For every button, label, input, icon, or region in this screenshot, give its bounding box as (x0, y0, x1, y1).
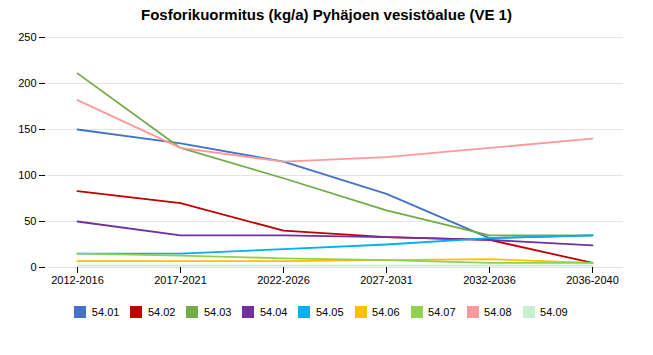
svg-text:2032-2036: 2032-2036 (463, 274, 516, 286)
html-text:54.04: 54.04 (260, 305, 288, 318)
svg-text:2036-2040: 2036-2040 (566, 274, 619, 286)
html-text:54.02: 54.02 (147, 305, 176, 318)
html-text:54.08: 54.08 (484, 305, 512, 318)
html-text:54.05: 54.05 (316, 305, 344, 318)
svg-text:50: 50 (24, 215, 36, 227)
svg-text:2017-2021: 2017-2021 (154, 274, 207, 286)
html-text:54.07: 54.07 (428, 305, 456, 318)
svg-text:100: 100 (18, 169, 36, 181)
html-text:54.06: 54.06 (372, 305, 400, 318)
html-text:54.01: 54.01 (91, 305, 120, 318)
svg-text:150: 150 (18, 123, 36, 135)
svg-text:250: 250 (18, 31, 36, 43)
html-text:54.09: 54.09 (540, 305, 568, 318)
svg-text:2027-2031: 2027-2031 (360, 274, 413, 286)
svg-text:2022-2026: 2022-2026 (257, 274, 310, 286)
svg-text:200: 200 (18, 77, 36, 89)
svg-text:2012-2016: 2012-2016 (51, 274, 104, 286)
html-text:Fosforikuormitus (kg/a) Pyhäjo: Fosforikuormitus (kg/a) Pyhäjoen vesistö… (141, 6, 512, 23)
svg-text:0: 0 (30, 261, 36, 273)
html-text:54.03: 54.03 (203, 305, 232, 318)
